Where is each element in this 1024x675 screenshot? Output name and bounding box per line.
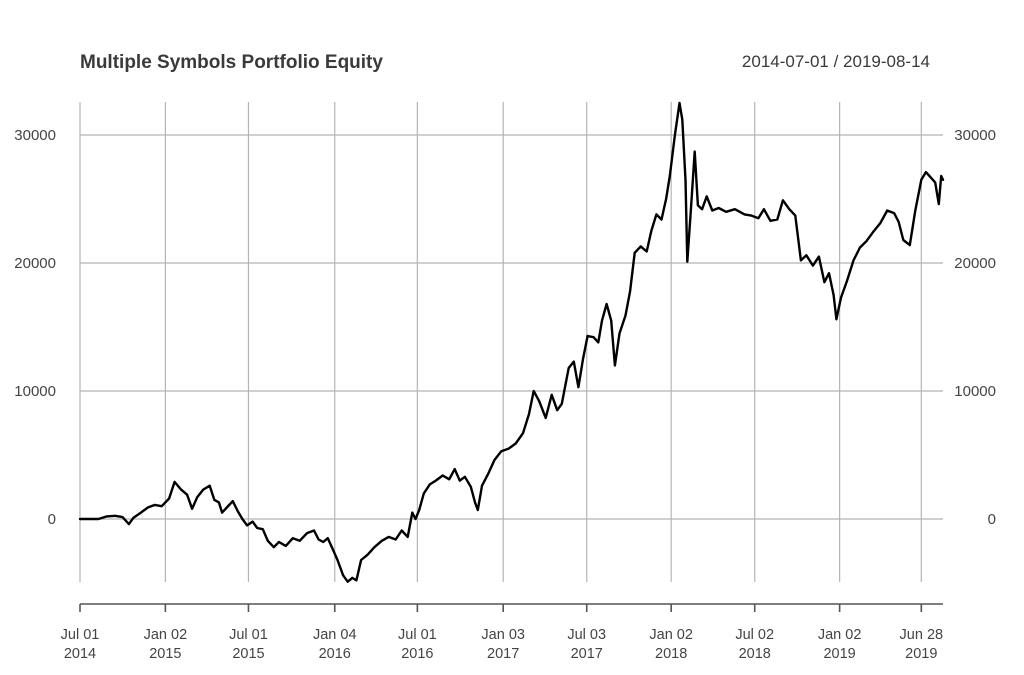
series-group bbox=[78, 101, 945, 583]
x-tick-label-month: Jan 03 bbox=[481, 627, 525, 643]
chart-title: Multiple Symbols Portfolio Equity bbox=[80, 52, 383, 73]
x-tick-label-month: Jul 03 bbox=[567, 627, 606, 643]
x-tick-label-year: 2017 bbox=[487, 646, 519, 662]
y-tick-label-right: 10000 bbox=[954, 383, 996, 400]
date-range-label: 2014-07-01 / 2019-08-14 bbox=[742, 52, 930, 71]
x-tick-label-year: 2016 bbox=[401, 646, 433, 662]
horizontal-grid bbox=[80, 134, 943, 520]
y-tick-label-left: 0 bbox=[48, 511, 56, 528]
y-tick-label-left: 20000 bbox=[14, 255, 56, 272]
y-tick-label-left: 10000 bbox=[14, 383, 56, 400]
y-tick-label-right: 0 bbox=[988, 511, 996, 528]
x-tick-label-year: 2019 bbox=[905, 646, 937, 662]
x-tick-label-month: Jun 28 bbox=[900, 627, 944, 643]
x-tick-label-month: Jul 02 bbox=[735, 627, 774, 643]
x-tick-label-month: Jan 02 bbox=[649, 627, 693, 643]
y-tick-label-left: 30000 bbox=[14, 127, 56, 144]
x-tick-label-year: 2016 bbox=[319, 646, 351, 662]
y-tick-label-right: 30000 bbox=[954, 127, 996, 144]
x-tick-label-year: 2019 bbox=[823, 646, 855, 662]
x-tick-label-month: Jan 02 bbox=[818, 627, 862, 643]
y-tick-label-right: 20000 bbox=[954, 255, 996, 272]
x-tick-label-year: 2015 bbox=[232, 646, 264, 662]
x-tick-label-month: Jan 02 bbox=[144, 627, 188, 643]
x-tick-label-month: Jul 01 bbox=[398, 627, 437, 643]
x-tick-label-year: 2018 bbox=[655, 646, 687, 662]
vertical-grid bbox=[79, 102, 922, 582]
x-tick-label-month: Jan 04 bbox=[313, 627, 357, 643]
x-tick-label-year: 2018 bbox=[739, 646, 771, 662]
y-axis-right: 30000 20000 10000 0 bbox=[954, 127, 996, 528]
x-tick-label-month: Jul 01 bbox=[229, 627, 268, 643]
x-axis: Jul 01 2014 Jan 02 2015 Jul 01 2015 Jan 04 2016… bbox=[61, 603, 944, 662]
equity-line bbox=[78, 101, 945, 583]
x-tick-label-year: 2015 bbox=[149, 646, 181, 662]
y-axis-left: 30000 20000 10000 0 bbox=[14, 127, 56, 528]
x-tick-label-year: 2017 bbox=[571, 646, 603, 662]
x-tick-label-year: 2014 bbox=[64, 646, 96, 662]
x-tick-label-month: Jul 01 bbox=[61, 627, 100, 643]
